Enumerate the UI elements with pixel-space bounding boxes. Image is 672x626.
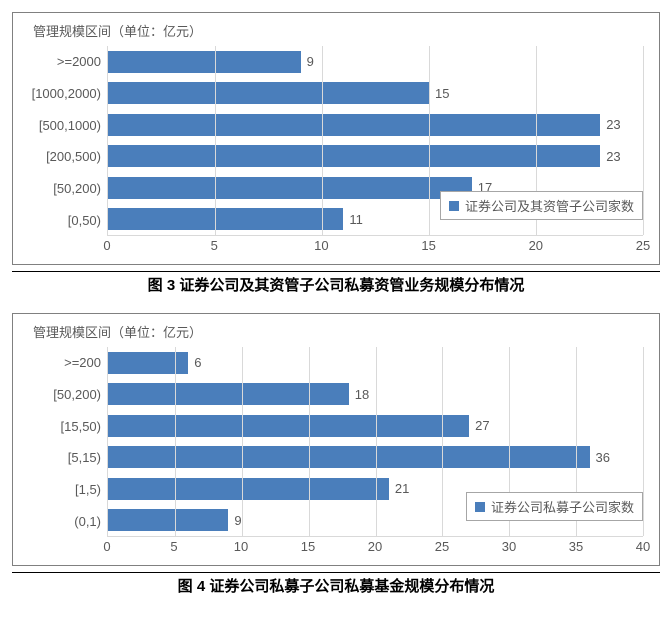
- category-label: >=200: [21, 356, 107, 369]
- bar-value-label: 11: [349, 212, 363, 227]
- bar: [108, 145, 600, 167]
- xtick-label: 30: [502, 539, 516, 554]
- bar: [108, 478, 389, 500]
- chart-4-legend-text: 证券公司私募子公司家数: [491, 497, 634, 516]
- chart-4-xaxis: 0510152025303540: [107, 537, 643, 557]
- bar-value-label: 23: [606, 149, 620, 164]
- bar-value-label: 21: [395, 481, 409, 496]
- bar-value-label: 23: [606, 117, 620, 132]
- bar: [108, 114, 600, 136]
- chart-4-caption: 图 4 证券公司私募子公司私募基金规模分布情况: [12, 572, 660, 596]
- bar: [108, 446, 590, 468]
- gridline: [175, 347, 176, 536]
- category-label: (0,1): [21, 515, 107, 528]
- bar-value-label: 15: [435, 86, 449, 101]
- bar: [108, 383, 349, 405]
- legend-swatch-icon: [475, 502, 485, 512]
- gridline: [442, 347, 443, 536]
- category-label: [50,200): [21, 182, 107, 195]
- chart-4-container: 管理规模区间（单位：亿元） >=200 [50,200) [15,50) [5,15)…: [12, 313, 660, 566]
- bar: [108, 352, 188, 374]
- gridline: [242, 347, 243, 536]
- bar-row: 23: [108, 112, 643, 138]
- xtick-label: 0: [103, 539, 110, 554]
- category-label: [500,1000): [21, 119, 107, 132]
- chart-4-legend: 证券公司私募子公司家数: [466, 492, 643, 521]
- chart-3-container: 管理规模区间（单位：亿元） >=2000 [1000,2000) [500,1000…: [12, 12, 660, 265]
- chart-3-ylabels: >=2000 [1000,2000) [500,1000) [200,500) [50,…: [21, 46, 107, 236]
- chart-4-ytitle: 管理规模区间（单位：亿元）: [33, 322, 643, 341]
- xtick-label: 15: [301, 539, 315, 554]
- chart-3-caption: 图 3 证券公司及其资管子公司私募资管业务规模分布情况: [12, 271, 660, 295]
- bar: [108, 51, 301, 73]
- category-label: [1000,2000): [21, 87, 107, 100]
- bar-value-label: 6: [194, 355, 201, 370]
- chart-3-legend-text: 证券公司及其资管子公司家数: [465, 196, 634, 215]
- bar: [108, 177, 472, 199]
- gridline: [309, 347, 310, 536]
- bar-row: 9: [108, 49, 643, 75]
- bar-value-label: 36: [596, 450, 610, 465]
- xtick-label: 5: [211, 238, 218, 253]
- bar-value-label: 9: [307, 54, 314, 69]
- bar: [108, 415, 469, 437]
- gridline: [643, 347, 644, 536]
- category-label: >=2000: [21, 55, 107, 68]
- bar-row: 15: [108, 80, 643, 106]
- category-label: [5,15): [21, 451, 107, 464]
- chart-4-ylabels: >=200 [50,200) [15,50) [5,15) [1,5) (0,1): [21, 347, 107, 537]
- bar: [108, 82, 429, 104]
- chart-3-ytitle: 管理规模区间（单位：亿元）: [33, 21, 643, 40]
- xtick-label: 20: [529, 238, 543, 253]
- bar-row: 23: [108, 143, 643, 169]
- bar: [108, 509, 228, 531]
- chart-3-xaxis: 0510152025: [107, 236, 643, 256]
- xtick-label: 10: [234, 539, 248, 554]
- category-label: [15,50): [21, 420, 107, 433]
- bar-value-label: 18: [355, 387, 369, 402]
- bar: [108, 208, 343, 230]
- gridline: [322, 46, 323, 235]
- chart-3-legend: 证券公司及其资管子公司家数: [440, 191, 643, 220]
- xtick-label: 10: [314, 238, 328, 253]
- category-label: [1,5): [21, 483, 107, 496]
- xtick-label: 40: [636, 539, 650, 554]
- xtick-label: 5: [170, 539, 177, 554]
- gridline: [429, 46, 430, 235]
- chart-4-inner: 管理规模区间（单位：亿元） >=200 [50,200) [15,50) [5,15)…: [13, 314, 659, 565]
- legend-swatch-icon: [449, 201, 459, 211]
- xtick-label: 35: [569, 539, 583, 554]
- category-label: [50,200): [21, 388, 107, 401]
- xtick-label: 0: [103, 238, 110, 253]
- xtick-label: 25: [636, 238, 650, 253]
- bar-value-label: 9: [234, 513, 241, 528]
- gridline: [215, 46, 216, 235]
- chart-3-inner: 管理规模区间（单位：亿元） >=2000 [1000,2000) [500,1000…: [13, 13, 659, 264]
- category-label: [0,50): [21, 214, 107, 227]
- gridline: [376, 347, 377, 536]
- gridline: [643, 46, 644, 235]
- xtick-label: 25: [435, 539, 449, 554]
- bar-value-label: 27: [475, 418, 489, 433]
- xtick-label: 20: [368, 539, 382, 554]
- xtick-label: 15: [421, 238, 435, 253]
- category-label: [200,500): [21, 150, 107, 163]
